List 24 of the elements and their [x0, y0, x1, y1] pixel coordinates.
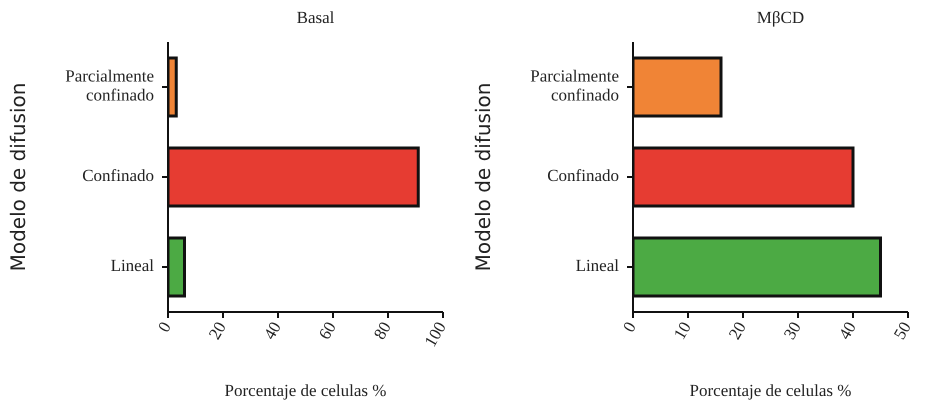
chart-title: Basal [296, 8, 336, 29]
y-tick-label: Confinado [547, 166, 619, 185]
x-tick-label: 30 [780, 318, 805, 343]
x-tick-label: 40 [834, 318, 860, 343]
x-axis-title: Porcentaje de celulas % [690, 381, 852, 400]
x-tick-label: 50 [890, 318, 915, 343]
x-tick-label: 10 [670, 318, 695, 343]
x-tick-label: 100 [420, 318, 450, 350]
x-tick-label: 20 [724, 318, 750, 343]
y-axis-title: Modelo de difusion [6, 82, 30, 272]
y-tick-label: Parcialmente confinado [530, 66, 619, 104]
x-tick-label: 60 [314, 318, 340, 343]
chart-title: MβCD [756, 8, 806, 29]
x-axis-title: Porcentaje de celulas % [224, 381, 386, 400]
y-tick-label: Lineal [110, 256, 154, 275]
y-tick-label: Parcialmente confinado [65, 66, 154, 104]
x-tick-label: 0 [619, 318, 640, 336]
x-tick-label: 0 [154, 318, 175, 336]
y-tick-label: Lineal [576, 256, 620, 275]
y-tick-label: Confinado [82, 166, 154, 185]
x-tick-label: 20 [204, 318, 230, 343]
y-axis-title: Modelo de difusion [471, 82, 496, 272]
x-tick-label: 40 [260, 318, 285, 343]
x-tick-label: 80 [370, 318, 395, 343]
